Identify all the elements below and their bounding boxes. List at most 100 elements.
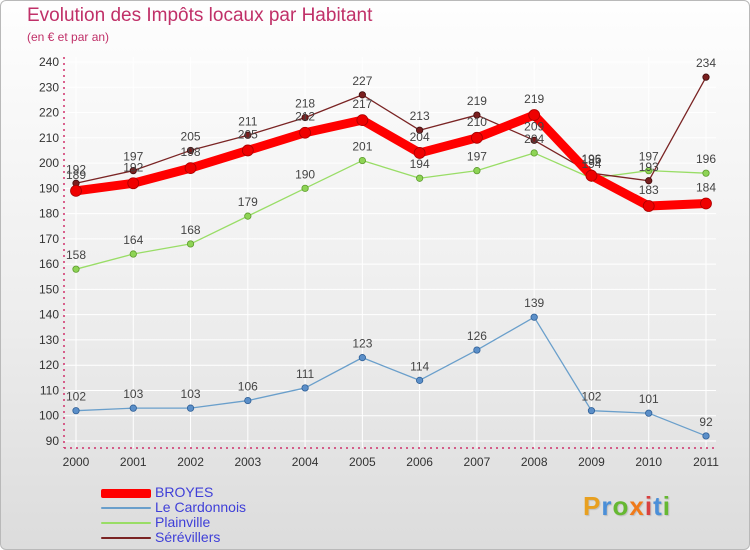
data-label-le-cardonnois: 101 [639, 392, 659, 406]
data-point-s-r-villers [416, 126, 424, 134]
x-tick-label: 2011 [693, 455, 719, 469]
x-tick-label: 2008 [521, 455, 548, 469]
line-chart: 9010011012013014015016017018019020021022… [39, 55, 719, 469]
data-point-broyes [70, 184, 82, 197]
x-tick-label: 2000 [63, 455, 90, 469]
data-point-plainville [530, 149, 538, 157]
data-point-broyes [528, 109, 541, 121]
x-tick-label: 2010 [635, 455, 662, 469]
data-point-plainville [244, 212, 252, 220]
data-label-le-cardonnois: 111 [296, 367, 315, 381]
y-tick-label: 210 [39, 131, 59, 145]
data-point-plainville [129, 250, 137, 258]
x-tick-label: 2009 [578, 455, 605, 469]
y-tick-label: 90 [46, 434, 60, 448]
series-line-s-r-villers [75, 76, 707, 184]
y-tick-label: 220 [39, 106, 59, 120]
data-label-s-r-villers: 211 [238, 114, 257, 128]
data-label-le-cardonnois: 106 [238, 380, 258, 394]
data-point-plainville [702, 169, 710, 177]
data-label-plainville: 196 [696, 152, 716, 166]
data-point-broyes [356, 114, 369, 127]
data-label-le-cardonnois: 103 [181, 387, 201, 401]
data-label-s-r-villers: 219 [467, 94, 487, 108]
data-label-broyes: 210 [467, 115, 487, 129]
legend-item: BROYES [101, 484, 321, 500]
data-label-le-cardonnois: 123 [352, 337, 372, 351]
data-point-le-cardonnois [129, 404, 137, 412]
data-label-broyes: 184 [696, 180, 716, 194]
y-tick-label: 130 [39, 333, 59, 347]
data-point-broyes [413, 147, 426, 159]
data-label-plainville: 168 [181, 223, 201, 237]
data-point-broyes [127, 177, 140, 190]
data-label-plainville: 201 [352, 140, 372, 154]
data-point-broyes [585, 169, 598, 182]
proxiti-logo: Proxiti [583, 491, 671, 522]
x-tick-label: 2003 [234, 455, 261, 469]
data-point-plainville [645, 167, 653, 175]
data-point-le-cardonnois [186, 404, 195, 412]
data-point-s-r-villers [129, 167, 137, 175]
data-label-plainville: 179 [238, 195, 258, 209]
data-label-broyes: 204 [410, 130, 430, 144]
legend-swatch [101, 507, 151, 509]
legend-label: Sérévillers [155, 529, 221, 545]
data-point-broyes [241, 144, 254, 157]
data-point-plainville [358, 156, 366, 165]
data-point-plainville [72, 265, 80, 273]
data-point-le-cardonnois [587, 407, 596, 415]
y-tick-label: 150 [39, 282, 59, 296]
data-point-s-r-villers [301, 113, 309, 122]
data-point-broyes [471, 131, 483, 144]
data-label-s-r-villers: 209 [524, 119, 544, 133]
logo-letter: x [629, 491, 645, 521]
data-label-broyes: 183 [639, 183, 659, 197]
data-label-broyes: 212 [295, 110, 315, 124]
y-tick-label: 230 [39, 80, 59, 94]
data-label-le-cardonnois: 102 [66, 390, 86, 404]
data-label-plainville: 190 [295, 167, 315, 181]
logo-letter: i [662, 491, 671, 521]
y-tick-label: 160 [39, 257, 59, 271]
logo-letter: o [612, 491, 630, 521]
data-point-le-cardonnois [473, 346, 481, 354]
data-label-s-r-villers: 196 [581, 152, 601, 166]
data-point-le-cardonnois [244, 396, 252, 405]
data-label-plainville: 204 [524, 132, 544, 146]
legend-label: BROYES [155, 484, 214, 500]
series-line-le-cardonnois [75, 316, 707, 437]
chart-legend: BROYES Le Cardonnois Plainville Sérévillers [101, 484, 321, 545]
legend-swatch [101, 522, 151, 524]
data-point-s-r-villers [358, 91, 366, 99]
data-label-s-r-villers: 234 [696, 56, 716, 70]
data-label-s-r-villers: 227 [352, 74, 372, 88]
data-label-broyes: 217 [352, 97, 372, 111]
data-point-plainville [301, 184, 309, 192]
data-label-s-r-villers: 205 [181, 129, 201, 143]
data-label-le-cardonnois: 114 [410, 359, 429, 373]
logo-letter: r [601, 491, 613, 521]
logo-letter: t [653, 491, 663, 521]
legend-item: Plainville [101, 514, 321, 530]
data-label-broyes: 189 [66, 168, 86, 182]
data-label-plainville: 197 [639, 150, 659, 164]
data-point-plainville [186, 240, 195, 248]
data-label-broyes: 219 [524, 92, 544, 106]
y-tick-label: 120 [39, 358, 59, 372]
legend-item: Le Cardonnois [101, 499, 321, 515]
y-tick-label: 140 [39, 308, 59, 322]
data-point-s-r-villers [473, 111, 481, 119]
data-point-s-r-villers [702, 73, 710, 81]
data-point-s-r-villers [186, 146, 195, 155]
x-tick-label: 2006 [406, 455, 433, 469]
data-point-le-cardonnois [358, 354, 366, 362]
data-label-broyes: 195 [581, 153, 601, 167]
data-label-s-r-villers: 193 [639, 160, 659, 174]
x-tick-label: 2007 [464, 455, 491, 469]
data-label-le-cardonnois: 139 [524, 296, 544, 310]
legend-label: Le Cardonnois [155, 499, 247, 515]
data-label-plainville: 194 [581, 157, 601, 171]
data-label-broyes: 205 [238, 127, 258, 141]
data-label-s-r-villers: 218 [295, 97, 315, 111]
